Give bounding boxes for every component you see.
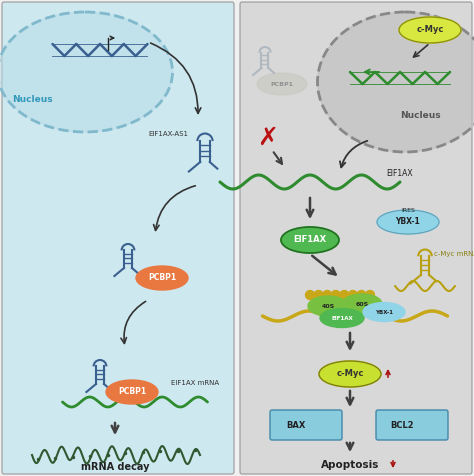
FancyBboxPatch shape: [2, 2, 234, 474]
FancyBboxPatch shape: [240, 2, 472, 474]
Text: YBX-1: YBX-1: [375, 309, 393, 315]
Text: ✗: ✗: [257, 126, 279, 150]
Ellipse shape: [399, 17, 461, 43]
Ellipse shape: [363, 303, 405, 321]
Ellipse shape: [320, 308, 364, 327]
Ellipse shape: [377, 210, 439, 234]
Text: BAX: BAX: [286, 420, 306, 429]
Circle shape: [314, 290, 323, 299]
Text: EIF1AX mRNA: EIF1AX mRNA: [171, 380, 219, 386]
Text: Apoptosis: Apoptosis: [321, 460, 379, 470]
Text: EIF1AX: EIF1AX: [331, 316, 353, 320]
Text: IRES: IRES: [401, 208, 415, 212]
Text: 40S: 40S: [321, 304, 335, 308]
Ellipse shape: [319, 361, 381, 387]
FancyBboxPatch shape: [376, 410, 448, 440]
Ellipse shape: [342, 294, 382, 314]
Text: Nucleus: Nucleus: [400, 110, 440, 119]
Text: EIF1AX: EIF1AX: [387, 169, 413, 178]
Text: 60S: 60S: [356, 301, 369, 307]
Text: EIF1AX-AS1: EIF1AX-AS1: [148, 131, 188, 137]
Text: c-Myc mRNA: c-Myc mRNA: [434, 251, 474, 257]
Text: mRNA decay: mRNA decay: [81, 462, 149, 472]
Circle shape: [357, 290, 366, 299]
Circle shape: [340, 290, 349, 299]
Ellipse shape: [136, 266, 188, 290]
Circle shape: [331, 290, 340, 299]
Ellipse shape: [318, 12, 474, 152]
Ellipse shape: [308, 296, 348, 316]
Ellipse shape: [257, 73, 307, 95]
Ellipse shape: [0, 12, 173, 132]
Text: BCL2: BCL2: [390, 420, 414, 429]
Circle shape: [323, 290, 332, 299]
Circle shape: [348, 290, 357, 299]
Text: PCBP1: PCBP1: [118, 387, 146, 397]
Circle shape: [365, 290, 374, 299]
Text: c-Myc: c-Myc: [416, 26, 444, 34]
Text: Nucleus: Nucleus: [12, 96, 52, 105]
Ellipse shape: [106, 380, 158, 404]
Text: YBX-1: YBX-1: [396, 218, 420, 227]
Text: EIF1AX: EIF1AX: [293, 236, 327, 245]
Circle shape: [306, 290, 315, 299]
Text: c-Myc: c-Myc: [337, 369, 364, 378]
Ellipse shape: [281, 227, 339, 253]
Text: PCBP1: PCBP1: [148, 274, 176, 282]
Text: PCBP1: PCBP1: [271, 81, 293, 87]
FancyBboxPatch shape: [270, 410, 342, 440]
